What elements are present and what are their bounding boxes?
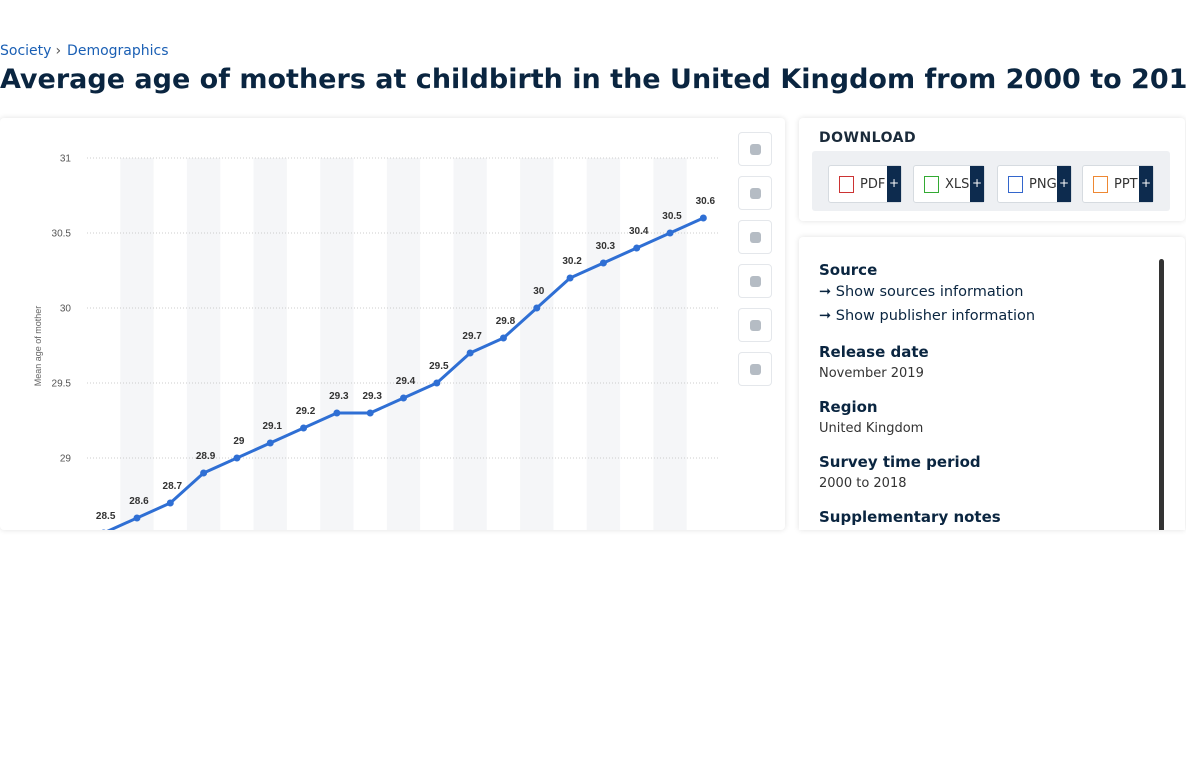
- data-label: 30.2: [562, 256, 582, 267]
- download-buttons: PDF + XLS + PNG + PPT +: [812, 151, 1170, 211]
- data-point: [300, 424, 308, 432]
- link-text: Show sources information: [835, 284, 1024, 300]
- chart: Mean age of mother 29 29.5 30 30.5 31 28.5 28.…: [33, 154, 720, 530]
- detail-key: Region: [819, 398, 878, 416]
- data-label: 29.3: [362, 391, 382, 402]
- detail-value: November 2019: [819, 366, 924, 381]
- data-point: [400, 394, 407, 402]
- y-tick-label: 31: [60, 154, 72, 165]
- data-label: 28.5: [96, 511, 116, 522]
- data-label: 29.2: [296, 406, 316, 417]
- breadcrumb: Society › Demographics: [0, 43, 169, 59]
- details-panel: Source ➞ Show sources information ➞ Show…: [799, 237, 1185, 530]
- data-point: [666, 229, 674, 237]
- breadcrumb-link[interactable]: Demographics: [67, 43, 169, 59]
- data-point: [333, 409, 341, 417]
- alert-button[interactable]: [738, 176, 772, 210]
- share-button[interactable]: [738, 264, 772, 298]
- download-pdf[interactable]: PDF +: [828, 165, 902, 203]
- band-shade: [520, 158, 554, 530]
- link[interactable]: ➞ Show sources information: [819, 284, 1024, 300]
- detail-key: Source: [819, 261, 878, 279]
- y-axis-label: Mean age of mother: [33, 306, 43, 387]
- data-point: [366, 409, 374, 417]
- toolbar: [738, 132, 772, 396]
- data-point: [533, 304, 541, 312]
- data-point: [599, 259, 607, 267]
- y-tick-label: 29: [60, 454, 72, 465]
- data-label: 28.6: [129, 496, 149, 507]
- data-label: 30.6: [696, 196, 716, 207]
- favorite-button[interactable]: [738, 132, 772, 166]
- data-label: 29: [233, 436, 245, 447]
- data-point: [433, 379, 441, 387]
- data-point: [133, 514, 141, 522]
- data-point: [499, 334, 507, 342]
- detail-key: Release date: [819, 343, 929, 361]
- download-panel: DOWNLOAD PDF + XLS + PNG + PPT +: [799, 118, 1185, 221]
- settings-button[interactable]: [738, 220, 772, 254]
- download-heading: DOWNLOAD: [819, 130, 917, 146]
- detail-key: Survey time period: [819, 453, 981, 471]
- data-point: [266, 439, 274, 447]
- data-label: 29.8: [496, 316, 516, 327]
- breadcrumb-link[interactable]: Society: [0, 43, 52, 59]
- band-shade: [386, 158, 421, 530]
- button-label: PPT: [1114, 176, 1138, 192]
- link-text: Show publisher information: [835, 308, 1036, 324]
- download-xls[interactable]: XLS +: [913, 165, 985, 203]
- chart-card: Mean age of mother 29 29.5 30 30.5 31 28.5 28.…: [0, 118, 785, 530]
- detail-value: 2000 to 2018: [819, 476, 907, 491]
- y-tick-label: 30.5: [52, 229, 72, 240]
- data-label: 30.5: [662, 211, 682, 222]
- y-tick-label: 29.5: [52, 379, 72, 390]
- band-shade: [586, 158, 621, 530]
- y-tick-label: 30: [60, 304, 72, 315]
- data-label: 29.4: [396, 376, 416, 387]
- page-title: Average age of mothers at childbirth in …: [0, 64, 1186, 95]
- band-shade: [253, 158, 287, 530]
- data-point: [233, 454, 241, 462]
- data-label: 30.4: [629, 226, 649, 237]
- detail-value: United Kingdom: [819, 421, 924, 436]
- data-point: [200, 469, 208, 477]
- band-shade: [453, 158, 487, 530]
- band-shade: [320, 158, 354, 530]
- button-label: PNG: [1029, 176, 1057, 192]
- download-ppt[interactable]: PPT +: [1082, 165, 1154, 203]
- button-label: PDF: [860, 176, 886, 192]
- data-point: [101, 529, 106, 530]
- data-point: [166, 499, 174, 507]
- link[interactable]: ➞ Show publisher information: [819, 308, 1036, 324]
- data-label: 29.1: [263, 421, 283, 432]
- data-label: 29.3: [329, 391, 349, 402]
- download-png[interactable]: PNG +: [997, 165, 1072, 203]
- data-label: 28.7: [163, 481, 183, 492]
- data-point: [699, 214, 707, 222]
- data-label: 30.3: [596, 241, 616, 252]
- data-label: 28.9: [196, 451, 216, 462]
- button-label: XLS: [945, 176, 970, 192]
- detail-key: Supplementary notes: [819, 508, 1001, 526]
- data-label: 29.5: [429, 361, 449, 372]
- data-label: 30: [533, 286, 545, 297]
- print-button[interactable]: [738, 352, 772, 386]
- cite-button[interactable]: [738, 308, 772, 342]
- scrollbar: [1159, 259, 1164, 530]
- data-point: [466, 349, 474, 357]
- band-shade: [653, 158, 687, 530]
- data-label: 29.7: [462, 331, 482, 342]
- band-shade: [120, 158, 154, 530]
- data-point: [633, 244, 641, 252]
- data-point: [566, 274, 574, 282]
